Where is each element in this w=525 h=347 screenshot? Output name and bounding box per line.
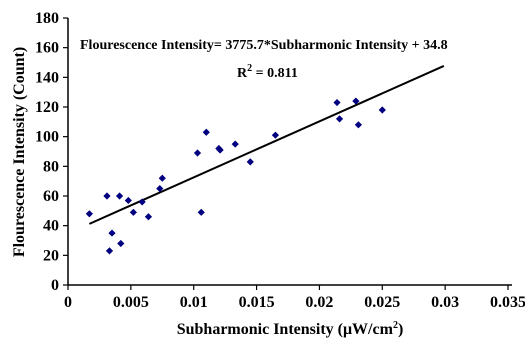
y-tick-label: 180: [35, 10, 59, 27]
data-point: [158, 174, 166, 182]
data-point: [103, 192, 111, 200]
y-tick-label: 100: [35, 129, 59, 146]
y-tick-label: 160: [35, 40, 59, 57]
data-point: [231, 140, 239, 148]
x-tick-label: 0.035: [490, 294, 525, 311]
data-point: [115, 192, 124, 200]
y-tick-label: 80: [43, 158, 59, 175]
x-axis-label-unit: μW/cm: [343, 321, 394, 338]
data-point: [197, 208, 205, 216]
data-point: [352, 97, 360, 105]
data-point: [117, 239, 125, 248]
data-point: [335, 115, 344, 123]
x-axis-label-end: ): [398, 321, 403, 338]
data-point: [108, 229, 116, 237]
data-point: [193, 149, 202, 157]
y-tick-label: 40: [43, 218, 59, 235]
x-tick-label: 0.02: [305, 294, 333, 311]
data-point: [85, 210, 93, 218]
x-tick-label: 0.03: [431, 294, 459, 311]
data-point: [156, 184, 164, 193]
x-axis-label-exponent: 2: [393, 320, 398, 331]
data-point: [138, 198, 146, 206]
data-point: [333, 98, 341, 107]
data-point: [129, 208, 137, 216]
trendline-equation: Flourescence Intensity= 3775.7*Subharmon…: [80, 38, 448, 53]
r-squared-prefix: R: [237, 66, 248, 81]
x-axis-label: Subharmonic Intensity (μW/cm2): [177, 320, 404, 338]
x-ticks: 0 0.005 0.01 0.015 0.02 0.025 0.03 0.035: [64, 285, 525, 311]
x-tick-label: 0.015: [239, 294, 275, 311]
x-tick-label: 0.025: [364, 294, 400, 311]
y-axis-label: Flourescence Intensity (Count): [11, 47, 28, 257]
data-point: [144, 213, 153, 221]
data-point: [246, 158, 254, 166]
data-point: [378, 106, 386, 114]
axes: [67, 18, 512, 286]
r-squared-exponent: 2: [247, 63, 252, 74]
data-point: [202, 128, 210, 136]
y-ticks: 0 20 40 60 80 100 120 140 160 180: [35, 10, 68, 294]
y-tick-label: 140: [35, 69, 59, 86]
y-tick-label: 20: [43, 247, 59, 264]
x-axis-label-main: Subharmonic Intensity (: [177, 321, 343, 338]
y-tick-label: 120: [35, 99, 59, 116]
r-squared-value: = 0.811: [252, 66, 298, 81]
trendline: [88, 65, 445, 225]
data-point: [354, 121, 362, 129]
data-point: [124, 196, 132, 205]
x-tick-label: 0.005: [113, 294, 149, 311]
x-tick-label: 0: [64, 294, 72, 311]
data-point: [105, 247, 114, 255]
y-tick-label: 0: [51, 277, 59, 294]
x-tick-label: 0.01: [180, 294, 208, 311]
data-point: [216, 146, 224, 154]
data-points: [85, 97, 386, 255]
r-squared: R2 = 0.811: [237, 63, 298, 81]
data-point: [271, 131, 280, 139]
y-tick-label: 60: [43, 188, 59, 205]
